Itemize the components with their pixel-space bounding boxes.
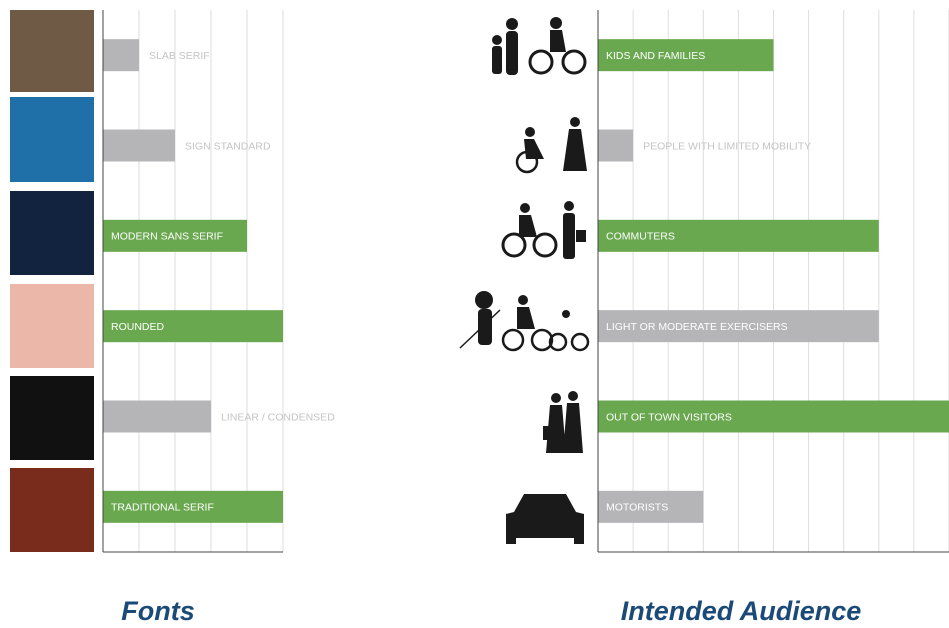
family-icon [492, 17, 587, 75]
chart-title: Intended Audience [621, 596, 862, 626]
sample-image [10, 468, 94, 552]
audience-icons [459, 17, 590, 544]
exerciser-icon [459, 291, 590, 352]
visitors-icon [543, 391, 583, 453]
sample-image [10, 191, 94, 275]
bar [103, 219, 247, 252]
bar [598, 129, 634, 162]
bar-label: LIGHT OR MODERATE EXERCISERS [606, 321, 788, 333]
bar-label: PEOPLE WITH LIMITED MOBILITY [643, 140, 811, 152]
bar [598, 219, 879, 252]
font-samples [10, 10, 94, 552]
bar-label: TRADITIONAL SERIF [111, 502, 214, 514]
bar [598, 310, 879, 343]
bar-label: SLAB SERIF [149, 50, 210, 62]
bar-label: ROUNDED [111, 321, 165, 333]
sample-image [10, 376, 94, 460]
bar [598, 490, 704, 523]
bar [103, 490, 283, 523]
bar-label: MOTORISTS [606, 502, 668, 514]
bar [103, 400, 211, 433]
bar-label: SIGN STANDARD [185, 140, 271, 152]
mobility-icon [515, 117, 587, 174]
bar-label: KIDS AND FAMILIES [606, 50, 705, 62]
sample-image [10, 97, 94, 182]
sample-image [10, 10, 94, 92]
car-icon [506, 494, 584, 544]
bar-label: COMMUTERS [606, 231, 675, 243]
bar [103, 129, 175, 162]
bar [598, 39, 774, 72]
bar [103, 310, 283, 343]
bar-label: OUT OF TOWN VISITORS [606, 411, 732, 423]
sample-image [10, 284, 94, 368]
commuter-icon [501, 201, 586, 259]
bar [598, 400, 949, 433]
bar-label: MODERN SANS SERIF [111, 231, 223, 243]
chart-title: Fonts [121, 596, 195, 626]
bar [103, 39, 139, 72]
bar-label: LINEAR / CONDENSED [221, 411, 335, 423]
